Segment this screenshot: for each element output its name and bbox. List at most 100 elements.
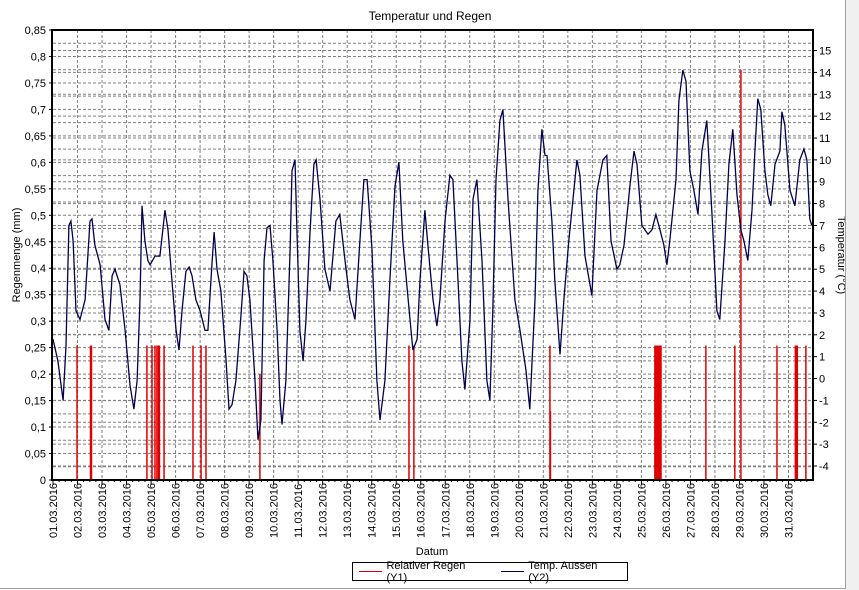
y2-tick-label: -3 bbox=[819, 439, 829, 451]
y2-tick-label: 14 bbox=[819, 67, 831, 79]
y2-tick-label: 9 bbox=[819, 177, 825, 189]
y2-tick-label: 6 bbox=[819, 242, 825, 254]
x-tick-label: 04.03.2016 bbox=[122, 483, 134, 538]
rain-bar bbox=[656, 345, 659, 480]
y-tick-label: 0,4 bbox=[31, 263, 46, 275]
rain-bar bbox=[796, 345, 799, 480]
x-tick-label: 21.03.2016 bbox=[538, 483, 550, 538]
rain-bars bbox=[76, 69, 807, 481]
rain-bar bbox=[660, 345, 662, 480]
rain-bar bbox=[76, 345, 78, 480]
rain-bar bbox=[659, 345, 661, 480]
rain-bar bbox=[192, 345, 194, 480]
x-tick-label: 01.03.2016 bbox=[48, 483, 60, 538]
y-tick-label: 0,15 bbox=[25, 396, 46, 408]
legend-label-rain: Relativer Regen (Y1) bbox=[386, 559, 466, 584]
x-tick-label: 31.03.2016 bbox=[783, 483, 795, 538]
rain-bar bbox=[734, 345, 736, 480]
y2-tick-label: 7 bbox=[819, 220, 825, 232]
y2-tick-label: 8 bbox=[819, 199, 825, 211]
legend-swatch-temp bbox=[500, 571, 525, 572]
x-tick-label: 20.03.2016 bbox=[514, 483, 526, 538]
x-tick-label: 06.03.2016 bbox=[171, 483, 183, 538]
x-tick-label: 30.03.2016 bbox=[759, 483, 771, 538]
y-axis-label: Regenmenge (mm) bbox=[11, 208, 23, 303]
y-tick-label: 0,25 bbox=[25, 343, 46, 355]
x-tick-label: 16.03.2016 bbox=[416, 483, 428, 538]
x-tick-label: 03.03.2016 bbox=[97, 483, 109, 538]
y2-tick-label: 13 bbox=[819, 89, 831, 101]
y-tick-label: 0,7 bbox=[31, 104, 46, 116]
x-tick-label: 29.03.2016 bbox=[734, 483, 746, 538]
y-tick-label: 0,05 bbox=[25, 449, 46, 461]
x-tick-label: 27.03.2016 bbox=[685, 483, 697, 538]
rain-bar bbox=[794, 345, 797, 480]
legend-label-temp: Temp. Aussen (Y2) bbox=[528, 559, 598, 584]
x-tick-label: 15.03.2016 bbox=[391, 483, 403, 538]
x-tick-label: 22.03.2016 bbox=[563, 483, 575, 538]
y-tick-label: 0,5 bbox=[31, 210, 46, 222]
temperature-series-line bbox=[52, 70, 813, 440]
y2-tick-label: 0 bbox=[819, 374, 825, 386]
temperature-line bbox=[52, 70, 813, 440]
legend-item-temp: Temp. Aussen (Y2) bbox=[500, 559, 619, 584]
y2-tick-label: 2 bbox=[819, 330, 825, 342]
x-tick-label: 13.03.2016 bbox=[342, 483, 354, 538]
x-tick-label: 24.03.2016 bbox=[612, 483, 624, 538]
y2-tick-label: -4 bbox=[819, 461, 829, 473]
grid bbox=[53, 30, 813, 480]
y2-tick-label: 3 bbox=[819, 308, 825, 320]
y2-tick-label: 1 bbox=[819, 352, 825, 364]
rain-bar bbox=[549, 411, 552, 480]
rain-bar bbox=[655, 345, 657, 480]
x-tick-label: 10.03.2016 bbox=[269, 483, 281, 538]
x-tick-label: 28.03.2016 bbox=[710, 483, 722, 538]
legend-swatch-rain bbox=[359, 571, 383, 572]
y-tick-label: 0,3 bbox=[31, 316, 46, 328]
x-tick-label: 09.03.2016 bbox=[244, 483, 256, 538]
rain-bar bbox=[408, 345, 410, 480]
rain-bar bbox=[200, 345, 202, 480]
x-tick-label: 12.03.2016 bbox=[318, 483, 330, 538]
rain-bar bbox=[795, 345, 798, 480]
y2-tick-label: 4 bbox=[819, 286, 825, 298]
y-tick-label: 0,65 bbox=[25, 131, 46, 143]
rain-bar bbox=[89, 345, 92, 480]
y2-tick-label: 11 bbox=[819, 133, 830, 145]
rain-bar bbox=[154, 345, 156, 480]
rain-bar bbox=[90, 345, 93, 480]
x-tick-label: 02.03.2016 bbox=[73, 483, 85, 538]
y-axis-left: 0 0,05 0,1 0,15 0,2 0,25 0,3 0,35 0,4 0,45 0,5 0,55… bbox=[25, 25, 53, 487]
chart-title: Temperatur und Regen bbox=[369, 9, 492, 23]
rain-bar bbox=[151, 345, 153, 480]
x-tick-label: 26.03.2016 bbox=[661, 483, 673, 538]
rain-bar bbox=[157, 345, 160, 480]
y-tick-label: 0,35 bbox=[25, 290, 46, 302]
legend: Relativer Regen (Y1) Temp. Aussen (Y2) bbox=[352, 559, 628, 584]
y2-tick-label: 15 bbox=[819, 46, 831, 58]
rain-bar bbox=[705, 345, 707, 480]
legend-item-rain: Relativer Regen (Y1) bbox=[359, 560, 487, 584]
y2-tick-label: 5 bbox=[819, 264, 825, 276]
y-tick-label: 0,6 bbox=[31, 157, 46, 169]
x-tick-label: 18.03.2016 bbox=[465, 483, 477, 538]
rain-bar bbox=[158, 345, 161, 480]
x-axis: 01.03.2016 02.03.2016 03.03.2016 04.03.2016… bbox=[48, 480, 808, 538]
x-tick-label: 14.03.2016 bbox=[367, 483, 379, 538]
x-tick-label: 19.03.2016 bbox=[489, 483, 501, 538]
rain-bar bbox=[654, 345, 656, 480]
x-axis-label: Datum bbox=[416, 546, 448, 558]
rain-bar bbox=[146, 345, 148, 480]
x-tick-label: 08.03.2016 bbox=[220, 483, 232, 538]
x-tick-label: 07.03.2016 bbox=[195, 483, 207, 538]
rain-bar bbox=[740, 69, 742, 481]
y-tick-label: 0,2 bbox=[31, 369, 46, 381]
y-tick-label: 0,85 bbox=[25, 25, 46, 37]
y2-tick-label: 12 bbox=[819, 111, 831, 123]
y2-tick-label: -2 bbox=[819, 417, 829, 429]
rain-bar bbox=[205, 345, 207, 480]
y-tick-label: 0,45 bbox=[25, 237, 46, 249]
y-tick-label: 0,8 bbox=[31, 51, 46, 63]
x-tick-label: 23.03.2016 bbox=[587, 483, 599, 538]
